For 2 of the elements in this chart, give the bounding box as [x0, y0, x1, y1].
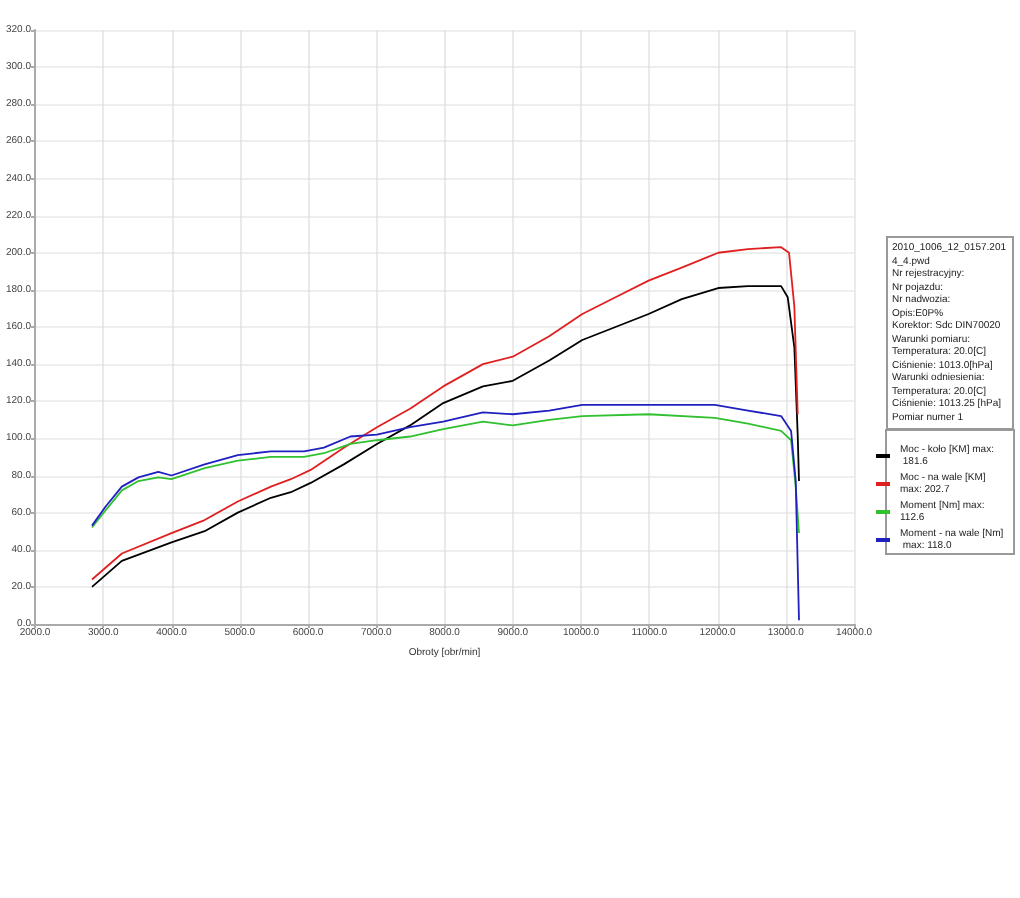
line-series [91, 413, 800, 534]
line-series [91, 404, 800, 622]
